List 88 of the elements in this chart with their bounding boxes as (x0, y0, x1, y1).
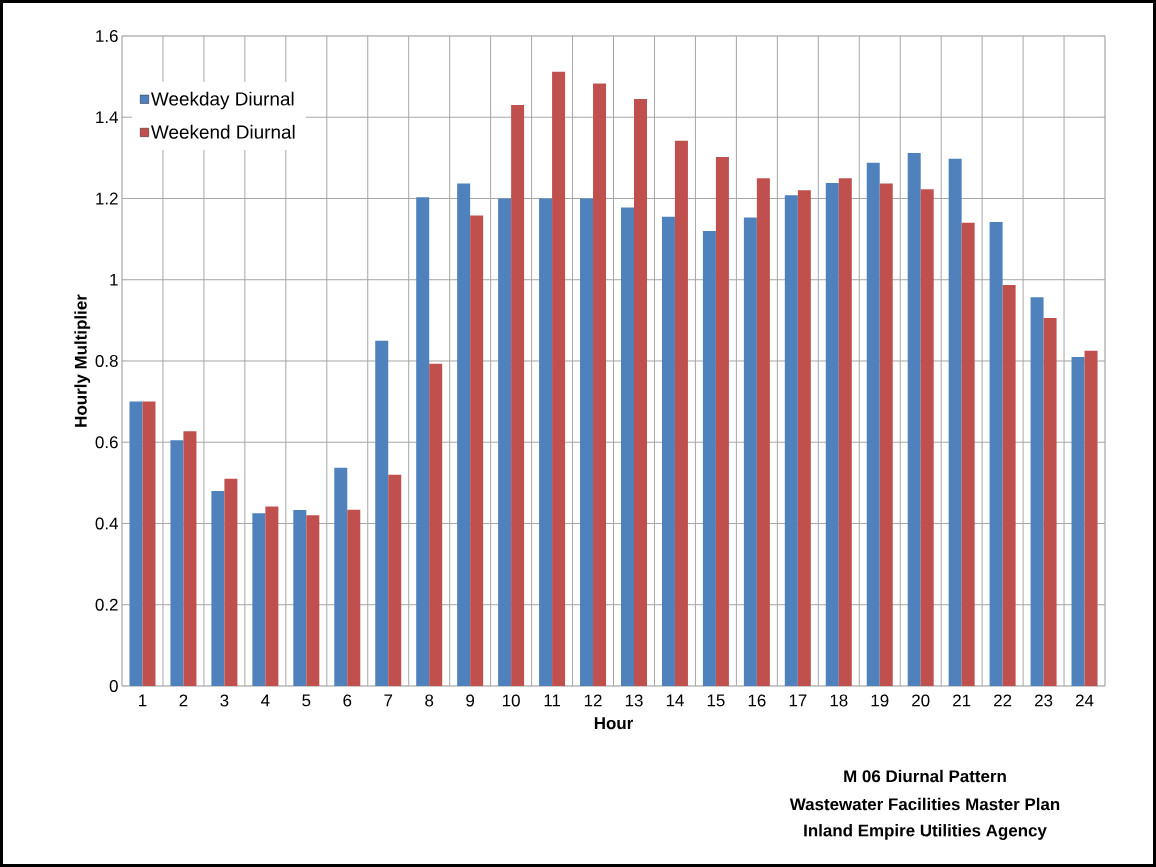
x-tick-label: 6 (343, 694, 352, 707)
bar (989, 222, 1003, 686)
x-tick-label: 8 (425, 694, 434, 707)
bar (948, 158, 962, 686)
bar (306, 515, 320, 686)
bar (674, 140, 688, 686)
bar (784, 195, 798, 686)
bar (593, 83, 607, 686)
bar (702, 230, 716, 686)
bar (838, 178, 852, 686)
bar (375, 340, 389, 686)
bar (170, 440, 184, 686)
bar (347, 509, 361, 686)
bar (620, 207, 634, 686)
y-tick-label: 0.4 (95, 517, 118, 530)
x-tick-label: 21 (953, 694, 971, 707)
legend-label: Weekday Diurnal (151, 91, 294, 110)
bar (797, 190, 811, 686)
bar (457, 183, 471, 686)
bar (252, 513, 266, 686)
y-tick-label: 1 (110, 273, 118, 286)
bar (961, 222, 975, 686)
x-tick-label: 19 (871, 694, 889, 707)
bar (866, 162, 880, 686)
x-tick-label: 5 (302, 694, 311, 707)
bar (756, 178, 770, 686)
x-tick-label: 24 (1075, 694, 1094, 707)
x-tick-label: 13 (625, 694, 643, 707)
bar (879, 183, 893, 686)
bar (224, 478, 238, 686)
x-tick-label: 12 (584, 694, 602, 707)
bar (388, 474, 402, 686)
bar (293, 510, 307, 686)
bar (416, 197, 430, 686)
y-tick-label: 1.4 (96, 111, 118, 124)
bar (334, 467, 348, 686)
bar (825, 183, 839, 686)
x-tick-label: 18 (830, 694, 848, 707)
bar (580, 198, 594, 686)
bar (539, 198, 553, 686)
bar (142, 401, 156, 686)
bar (715, 157, 729, 686)
x-tick-label: 23 (1035, 694, 1053, 707)
bar (1071, 356, 1085, 686)
bar (552, 71, 566, 686)
x-tick-label: 17 (789, 694, 807, 707)
x-tick-label: 3 (220, 694, 229, 707)
x-tick-label: 2 (179, 694, 188, 707)
x-tick-label: 22 (994, 694, 1012, 707)
bar (265, 506, 279, 686)
text: Wastewater Facilities Master Plan (789, 797, 1060, 811)
text: Inland Empire Utilities Agency (804, 824, 1047, 840)
bar (211, 490, 225, 686)
bar (470, 215, 484, 686)
y-tick-label: 0.8 (95, 354, 118, 367)
x-tick-label: 7 (384, 694, 393, 707)
x-tick-label: 20 (912, 694, 930, 707)
y-tick-label: 0.2 (95, 598, 118, 611)
bar (1002, 285, 1016, 686)
bar (907, 152, 921, 686)
bar (1084, 350, 1098, 686)
bar (429, 363, 443, 686)
y-tick-label: 0 (109, 679, 118, 692)
bar (129, 401, 143, 686)
x-tick-label: 14 (666, 694, 684, 707)
bar (183, 431, 197, 686)
bar (1030, 297, 1044, 686)
x-tick-label: 1 (139, 694, 147, 707)
bar (633, 98, 647, 686)
x-tick-label: 16 (748, 694, 766, 707)
x-tick-label: 9 (466, 694, 475, 707)
x-tick-label: 4 (261, 694, 270, 707)
bar (661, 216, 675, 686)
y-tick-label: 0.6 (95, 436, 118, 449)
bar (743, 217, 757, 686)
legend-label: Weekend Diurnal (151, 124, 295, 139)
x-tick-label: 15 (707, 694, 725, 707)
x-axis-title: Hour (594, 717, 634, 730)
bar (498, 198, 512, 686)
bar (511, 105, 525, 686)
y-axis-title: Hourly Multiplier (74, 294, 91, 427)
y-tick-label: 1.6 (96, 29, 118, 42)
x-tick-label: 10 (502, 694, 520, 707)
x-tick-label: 11 (544, 694, 561, 707)
y-tick-label: 1.2 (96, 192, 118, 205)
text: M 06 Diurnal Pattern (844, 769, 1006, 783)
bar (1043, 317, 1057, 686)
bar (920, 189, 934, 686)
